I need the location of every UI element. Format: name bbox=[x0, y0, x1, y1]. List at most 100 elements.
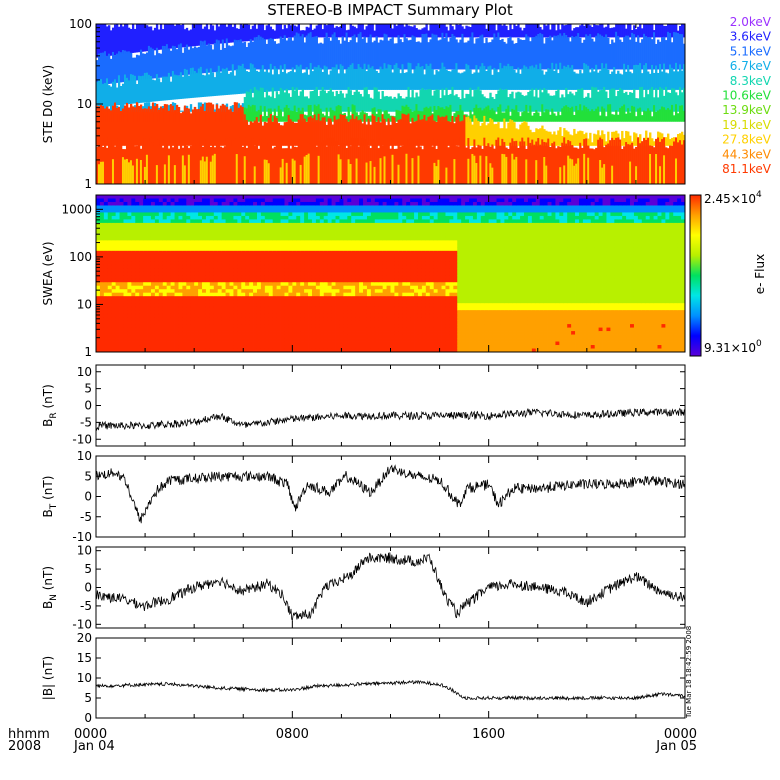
swea-spectrogram-cell bbox=[245, 195, 250, 199]
swea-spectrogram-cell bbox=[202, 195, 207, 199]
ste-spectrum-bar bbox=[187, 30, 191, 47]
swea-spectrogram-cell bbox=[186, 310, 191, 315]
swea-spectrogram-cell bbox=[217, 268, 223, 273]
swea-spectrogram-cell bbox=[253, 306, 258, 311]
swea-spectrogram-cell bbox=[260, 345, 266, 349]
swea-spectrogram-cell bbox=[162, 292, 168, 297]
swea-spectrogram-cell bbox=[107, 275, 113, 280]
swea-spectrogram-cell bbox=[115, 208, 120, 213]
ste-spectrum-bar bbox=[513, 43, 516, 70]
ste-spectrum-bar bbox=[635, 146, 638, 184]
swea-spectrogram-cell bbox=[264, 240, 270, 245]
swea-spectrogram-cell bbox=[131, 222, 136, 227]
swea-spectrogram-cell bbox=[131, 264, 136, 269]
ste-spectrum-bar bbox=[611, 165, 614, 184]
swea-spectrogram-cell bbox=[327, 306, 332, 311]
swea-spectrogram-cell bbox=[205, 317, 211, 321]
swea-spectrogram-cell bbox=[280, 271, 285, 276]
swea-spectrogram-cell bbox=[280, 296, 285, 301]
swea-spectrogram-cell bbox=[194, 331, 199, 335]
ste-spectrum-bar bbox=[243, 24, 247, 42]
swea-spectrogram-cell bbox=[170, 195, 175, 199]
swea-spectrogram-cell bbox=[253, 264, 258, 269]
swea-spectrogram-cell bbox=[143, 275, 148, 280]
ste-spectrum-bar bbox=[501, 153, 504, 184]
swea-spectrogram-cell bbox=[331, 296, 336, 301]
swea-spectrogram-cell bbox=[249, 299, 254, 304]
ste-spectrum-bar bbox=[179, 72, 183, 99]
ste-spectrum-bar bbox=[367, 24, 370, 38]
swea-spectrogram-cell bbox=[221, 250, 226, 255]
ste-spectrum-bar bbox=[265, 159, 269, 184]
swea-spectrogram-cell bbox=[194, 198, 199, 203]
ste-spectrum-bar bbox=[653, 105, 656, 122]
ste-spectrum-bar bbox=[411, 26, 414, 38]
ste-spectrum-bar bbox=[407, 40, 410, 70]
ste-spectrum-bar bbox=[501, 89, 504, 112]
ste-spectrum-bar bbox=[329, 88, 332, 112]
swea-spectrogram-cell bbox=[304, 219, 309, 224]
ste-spectrum-bar bbox=[583, 153, 586, 184]
ste-spectrum-bar bbox=[659, 86, 662, 112]
ste-spectrum-bar bbox=[103, 138, 107, 184]
swea-spectrogram-cell bbox=[280, 222, 285, 227]
swea-spectrogram-cell bbox=[186, 282, 191, 287]
swea-spectrogram-cell bbox=[139, 271, 144, 276]
swea-spectrogram-cell bbox=[304, 264, 309, 269]
ste-spectrum-bar bbox=[481, 110, 484, 122]
swea-spectrogram-cell bbox=[233, 296, 238, 301]
swea-spectrogram-cell bbox=[221, 264, 226, 269]
swea-spectrogram-cell bbox=[319, 229, 325, 234]
ste-spectrum-bar bbox=[377, 109, 380, 122]
ste-spectrum-bar bbox=[187, 108, 191, 146]
ste-spectrum-bar bbox=[655, 154, 658, 184]
swea-spectrogram-cell bbox=[131, 226, 136, 231]
swea-spectrogram-cell bbox=[213, 229, 219, 234]
ste-spectrum-bar bbox=[393, 96, 396, 112]
swea-spectrogram-cell bbox=[213, 327, 219, 332]
ste-spectrum-bar bbox=[301, 141, 304, 184]
swea-spectrogram-cell bbox=[213, 195, 219, 199]
swea-spectrogram-cell bbox=[107, 261, 113, 266]
ste-spectrum-bar bbox=[623, 138, 626, 146]
swea-spectrogram-cell bbox=[241, 215, 246, 220]
swea-spectrogram-cell bbox=[205, 289, 211, 294]
ste-spectrum-bar bbox=[137, 110, 141, 146]
ste-spectrum-bar bbox=[115, 53, 119, 83]
ste-spectrum-bar bbox=[133, 75, 137, 104]
swea-spectrogram-cell bbox=[304, 331, 309, 335]
swea-spectrogram-cell bbox=[198, 233, 203, 238]
swea-spectrogram-cell bbox=[241, 306, 246, 311]
swea-spectrogram-cell bbox=[300, 208, 305, 213]
swea-spectrogram-cell bbox=[315, 345, 321, 349]
swea-spectrogram-cell bbox=[96, 271, 101, 276]
ste-spectrum-bar bbox=[663, 95, 666, 112]
swea-spectrogram-cell bbox=[304, 313, 309, 318]
ste-spectrum-bar bbox=[231, 64, 235, 95]
swea-spectrogram-cell bbox=[213, 264, 219, 269]
ste-spectrum-bar bbox=[359, 112, 362, 122]
swea-spectrogram-cell bbox=[225, 334, 230, 339]
swea-spectrogram-cell bbox=[237, 327, 242, 332]
ste-spectrum-bar bbox=[419, 29, 422, 38]
swea-spectrogram-cell bbox=[256, 261, 262, 266]
ste-spectrum-bar bbox=[225, 38, 229, 72]
ste-spectrum-bar bbox=[329, 142, 332, 184]
ste-spectrum-bar bbox=[283, 107, 287, 122]
ste-spectrum-bar bbox=[425, 106, 428, 122]
swea-spectrogram-cell bbox=[331, 261, 336, 266]
ste-spectrum-bar bbox=[103, 108, 107, 146]
swea-spectrogram-cell bbox=[327, 282, 332, 287]
ste-spectrum-bar bbox=[423, 107, 426, 122]
ste-spectrum-bar bbox=[287, 93, 291, 112]
swea-spectrogram-cell bbox=[249, 306, 254, 311]
swea-spectrogram-cell bbox=[241, 247, 246, 252]
ste-spectrum-bar bbox=[605, 141, 608, 146]
swea-spectrogram-cell bbox=[315, 195, 321, 199]
swea-spectrogram-cell bbox=[190, 268, 195, 273]
swea-spectrogram-cell bbox=[264, 261, 270, 266]
ste-spectrum-bar bbox=[569, 67, 572, 90]
swea-spectrogram-cell bbox=[288, 271, 293, 276]
swea-spectrogram-cell bbox=[229, 236, 234, 241]
swea-spectrogram-cell bbox=[123, 212, 128, 217]
